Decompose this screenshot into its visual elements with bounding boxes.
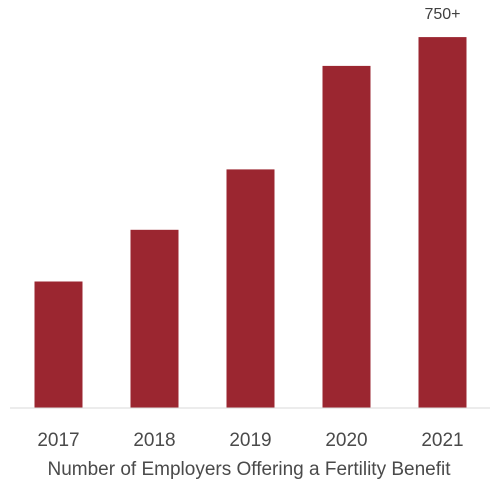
x-axis-title: Number of Employers Offering a Fertility…	[47, 459, 451, 479]
data-label-2021: 750+	[424, 6, 460, 23]
x-tick-label-2021: 2021	[421, 430, 463, 451]
data-labels: 750+	[424, 6, 460, 23]
bar-2018	[130, 229, 179, 409]
x-tick-label-2020: 2020	[325, 430, 367, 451]
x-tick-labels: 2017 2018 2019 2020 2021	[37, 430, 463, 451]
bars-group	[34, 37, 467, 409]
bar-2017	[34, 281, 83, 408]
x-tick-label-2018: 2018	[133, 430, 175, 451]
bar-2020	[322, 65, 371, 409]
bar-2021	[418, 37, 467, 408]
bar-2019	[226, 169, 275, 408]
x-tick-label-2017: 2017	[37, 430, 79, 451]
x-tick-label-2019: 2019	[229, 430, 271, 451]
